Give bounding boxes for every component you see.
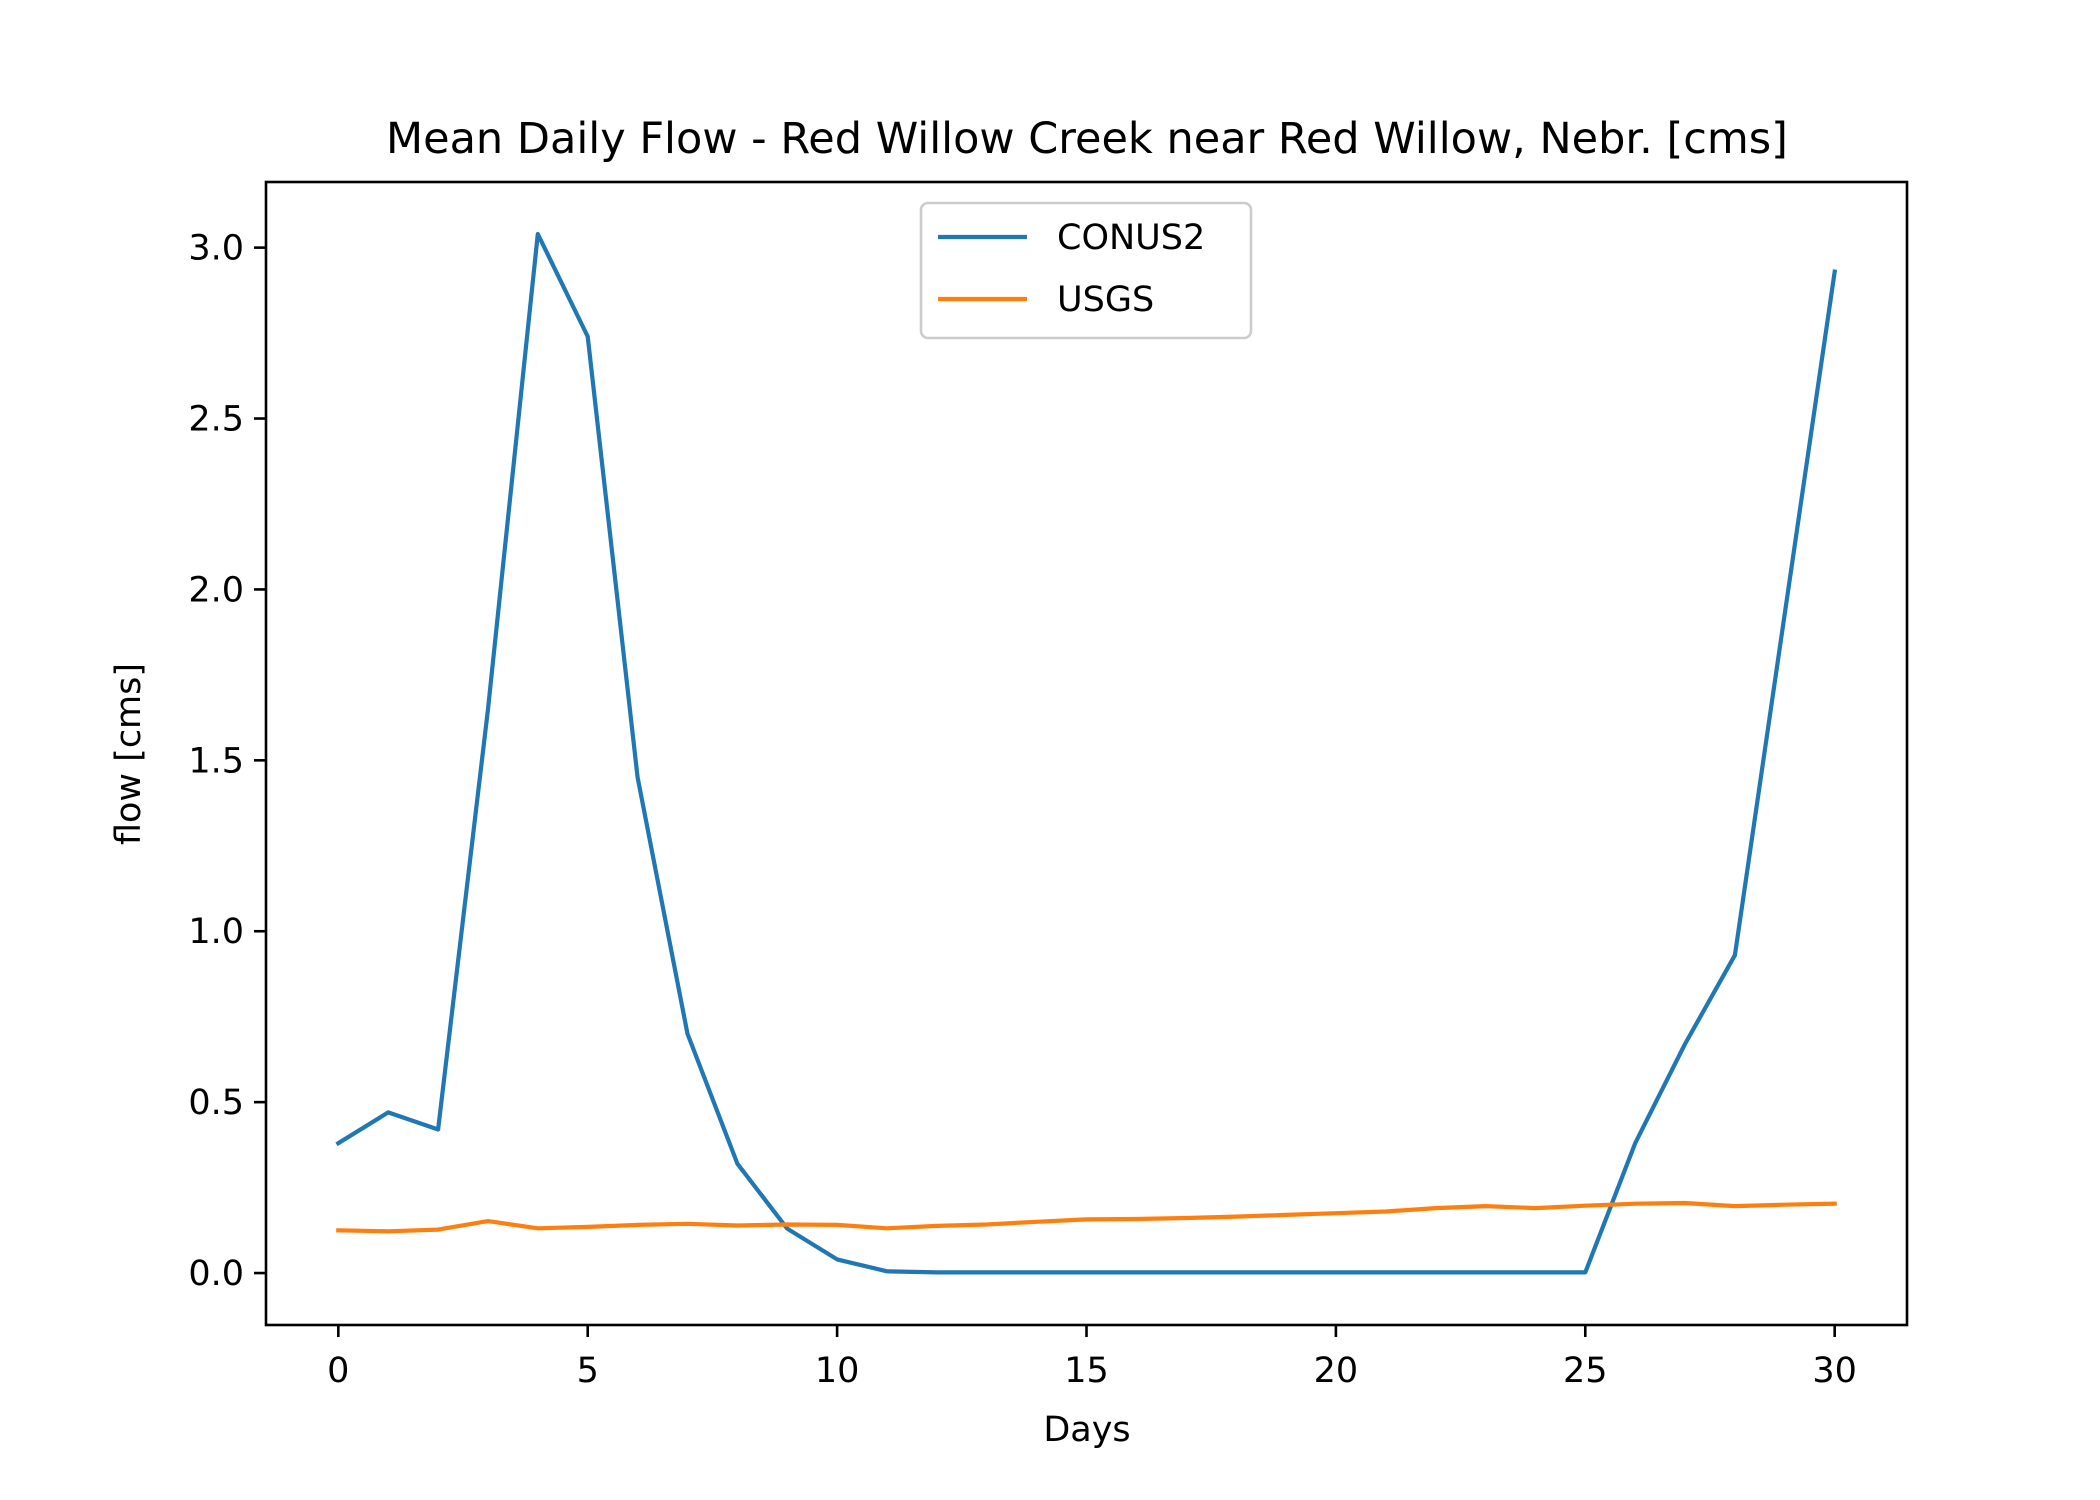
x-tick-label: 20 bbox=[1314, 1351, 1359, 1391]
y-tick-label: 3.0 bbox=[188, 229, 244, 269]
series-line-conus2 bbox=[335, 231, 1838, 1275]
x-tick-label: 15 bbox=[1064, 1351, 1109, 1391]
x-tick-label: 5 bbox=[577, 1351, 599, 1391]
chart-title: Mean Daily Flow - Red Willow Creek near … bbox=[386, 114, 1788, 164]
x-tick-label: 30 bbox=[1812, 1351, 1857, 1391]
y-tick-label: 1.5 bbox=[188, 741, 244, 781]
x-tick-label: 10 bbox=[815, 1351, 860, 1391]
series-line-usgs bbox=[336, 1200, 1837, 1234]
y-tick-label: 0.0 bbox=[188, 1254, 244, 1294]
legend: CONUS2 USGS bbox=[919, 201, 1253, 340]
y-tick-label: 2.0 bbox=[188, 570, 244, 610]
y-tick-label: 1.0 bbox=[188, 912, 244, 952]
x-tick-label: 25 bbox=[1563, 1351, 1608, 1391]
x-axis-label: Days bbox=[1043, 1410, 1130, 1450]
y-axis-label: flow [cms] bbox=[109, 663, 149, 845]
legend-label-conus2: CONUS2 bbox=[1057, 218, 1205, 258]
y-tick-label: 2.5 bbox=[188, 400, 244, 440]
legend-label-usgs: USGS bbox=[1057, 280, 1154, 320]
y-axis: 0.0 0.5 1.0 1.5 2.0 2.5 3.0 bbox=[188, 229, 266, 1294]
series-layer bbox=[335, 231, 1838, 1275]
x-axis: 0 5 10 15 20 25 30 bbox=[327, 1325, 1857, 1391]
y-tick-label: 0.5 bbox=[188, 1083, 244, 1123]
x-tick-label: 0 bbox=[327, 1351, 349, 1391]
